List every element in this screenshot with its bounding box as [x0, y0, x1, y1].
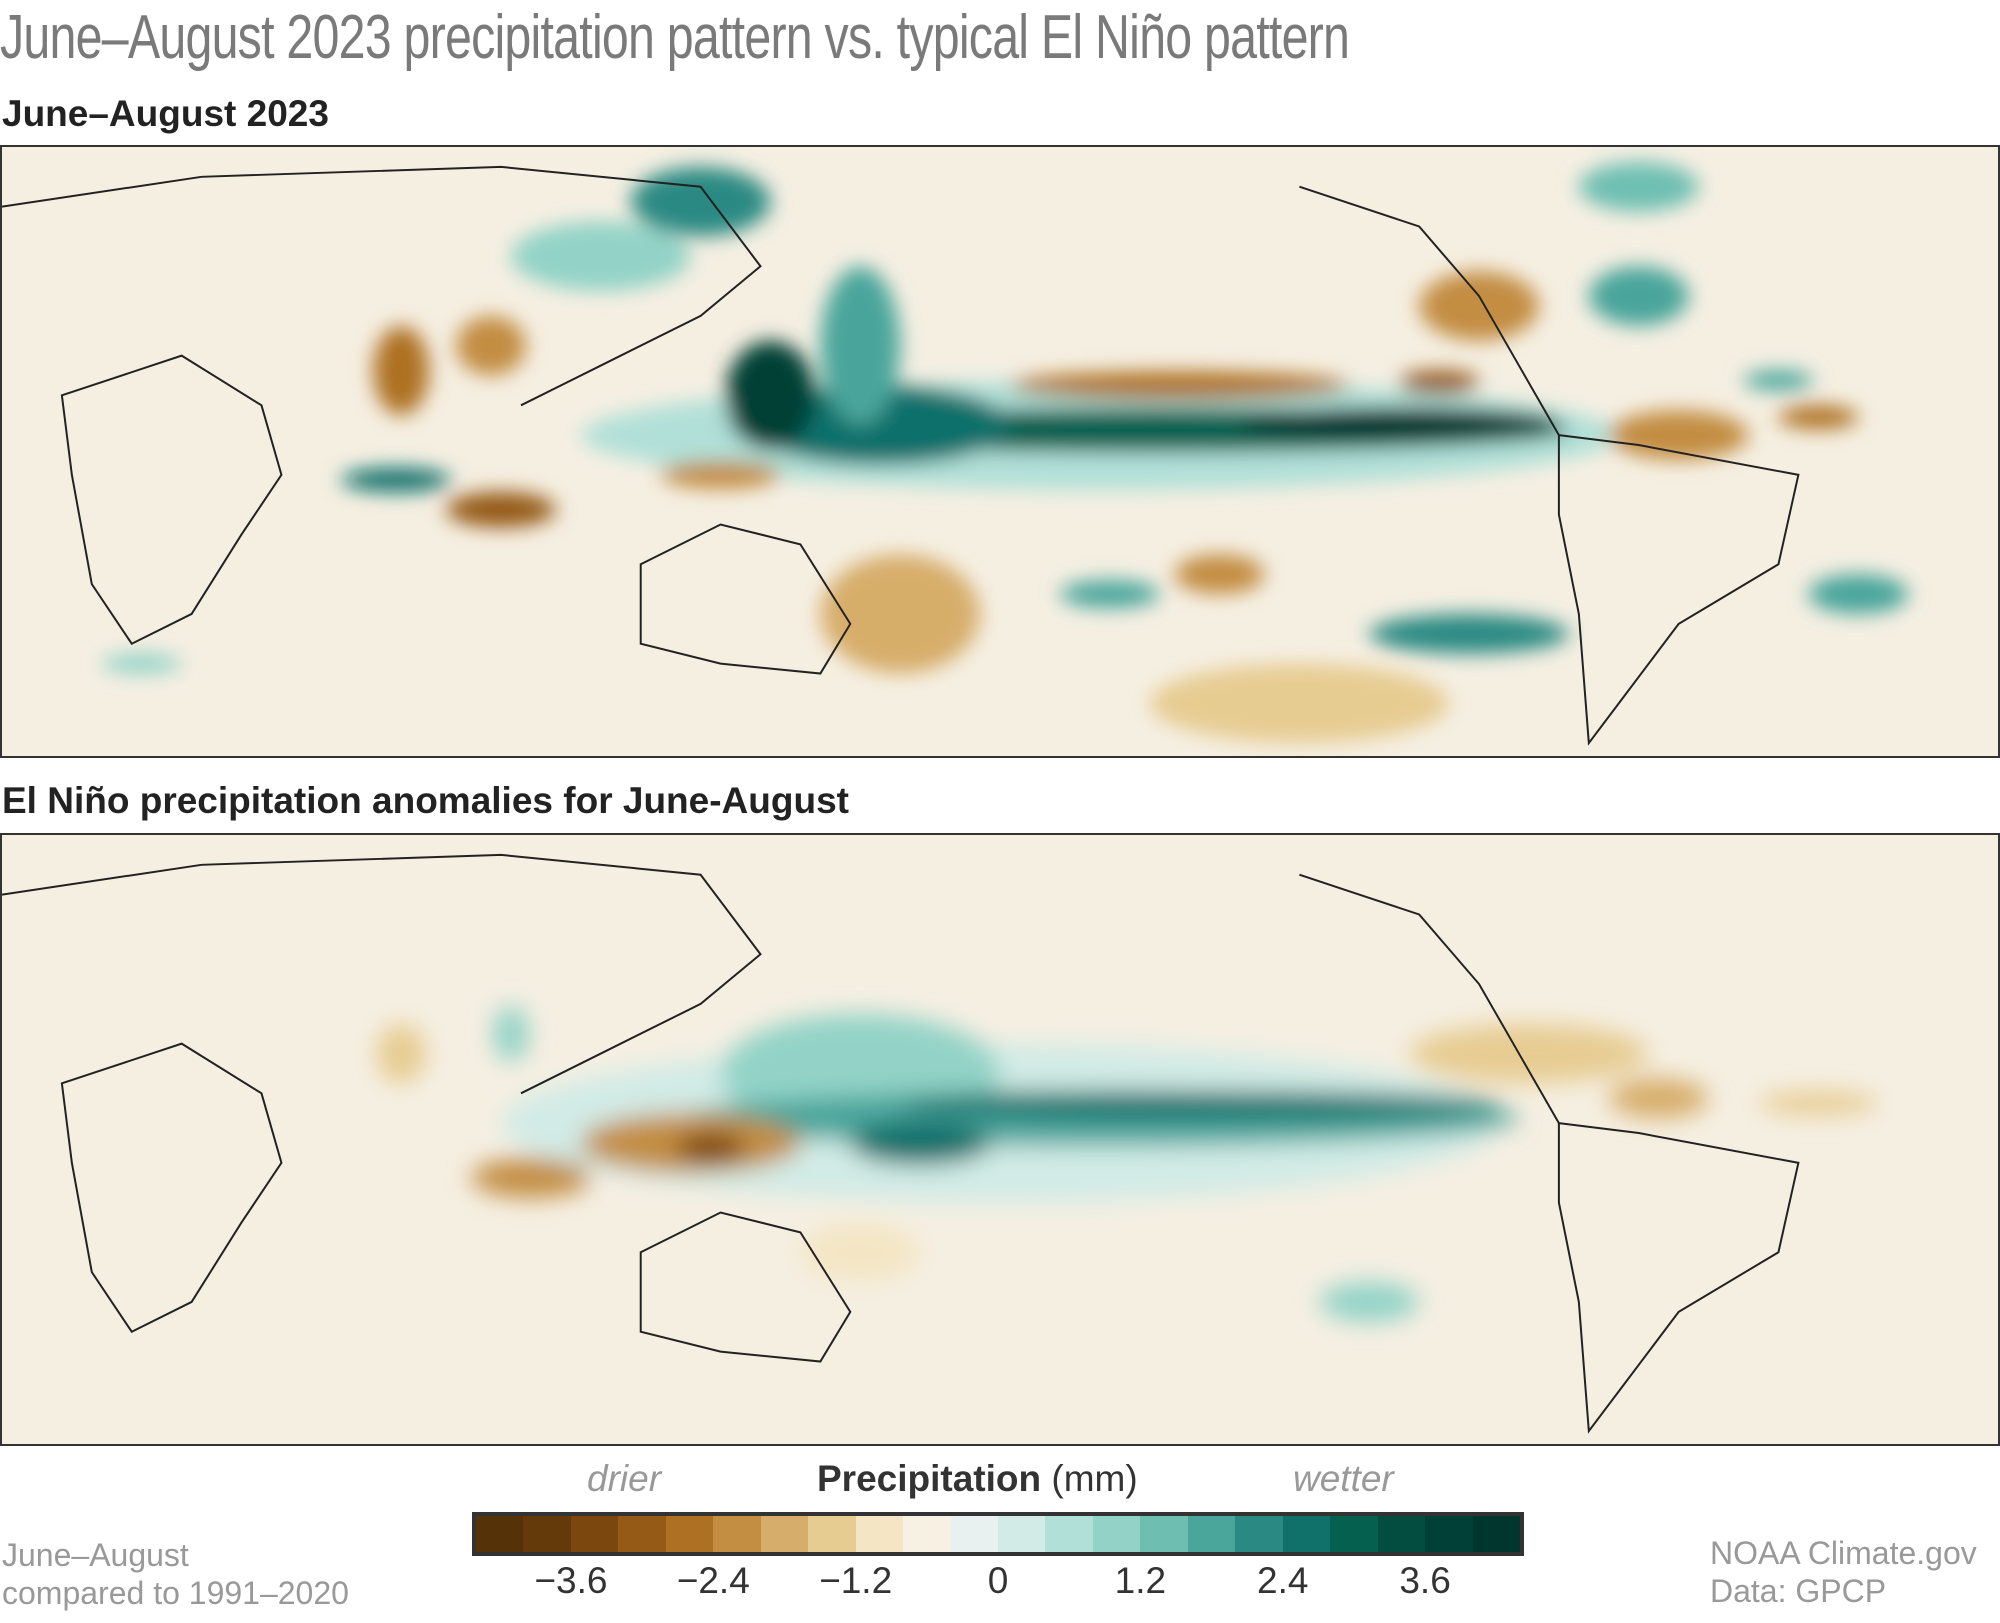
footer-baseline: compared to 1991–2020 — [2, 1575, 349, 1611]
colorbar-tick-label: −3.6 — [534, 1560, 608, 1601]
colorbar-bin — [713, 1516, 761, 1552]
panel-2-subtitle: El Niño precipitation anomalies for June… — [2, 780, 849, 821]
footer-period: June–August — [2, 1537, 189, 1573]
colorbar-bin — [476, 1516, 524, 1552]
colorbar-bin — [1187, 1516, 1236, 1552]
colorbar-bin — [950, 1516, 998, 1552]
colorbar-bin — [1377, 1516, 1426, 1552]
coastlines — [2, 165, 1800, 746]
legend-title: Precipitation (mm) — [817, 1458, 1138, 1500]
coastlines — [2, 853, 1800, 1434]
footer-data-source: Data: GPCP — [1710, 1573, 1887, 1609]
colorbar-tick-label: −2.4 — [676, 1560, 750, 1601]
colorbar-bin — [903, 1516, 951, 1552]
panel-1-subtitle: June–August 2023 — [2, 93, 329, 134]
colorbar-bin — [1045, 1516, 1093, 1552]
colorbar-bin — [1472, 1516, 1520, 1552]
legend-wetter-label: wetter — [1293, 1458, 1394, 1499]
colorbar-tick-label: 2.4 — [1257, 1560, 1309, 1601]
colorbar — [472, 1512, 1524, 1556]
colorbar-bin — [1330, 1516, 1378, 1552]
map-2023-anomalies — [0, 145, 2000, 758]
colorbar-bin — [618, 1516, 666, 1552]
colorbar-bin — [570, 1516, 619, 1552]
footer-credit: NOAA Climate.gov — [1710, 1535, 1977, 1571]
colorbar-bin — [997, 1516, 1046, 1552]
colorbar-bin — [1235, 1516, 1283, 1552]
legend-title-text: Precipitation — [817, 1458, 1042, 1499]
colorbar-bin — [1425, 1516, 1473, 1552]
colorbar-tick-label: 3.6 — [1399, 1560, 1451, 1601]
colorbar-bin — [1282, 1516, 1331, 1552]
colorbar-bin — [665, 1516, 714, 1552]
colorbar-bin — [1092, 1516, 1141, 1552]
legend-drier-label: drier — [587, 1458, 662, 1499]
colorbar-bin — [808, 1516, 856, 1552]
anomaly-field — [101, 161, 1909, 744]
page-title: June–August 2023 precipitation pattern v… — [0, 3, 1350, 72]
colorbar-tick-label: −1.2 — [819, 1560, 893, 1601]
legend-unit: (mm) — [1051, 1458, 1138, 1499]
colorbar-bin — [855, 1516, 904, 1552]
colorbar-tick-label: 0 — [987, 1560, 1009, 1601]
colorbar-bin — [1140, 1516, 1188, 1552]
colorbar-tick-label: 1.2 — [1114, 1560, 1167, 1601]
colorbar-bin — [760, 1516, 809, 1552]
colorbar-bin — [523, 1516, 571, 1552]
anomaly-field — [376, 1005, 1879, 1322]
map-el-nino-composite — [0, 833, 2000, 1446]
